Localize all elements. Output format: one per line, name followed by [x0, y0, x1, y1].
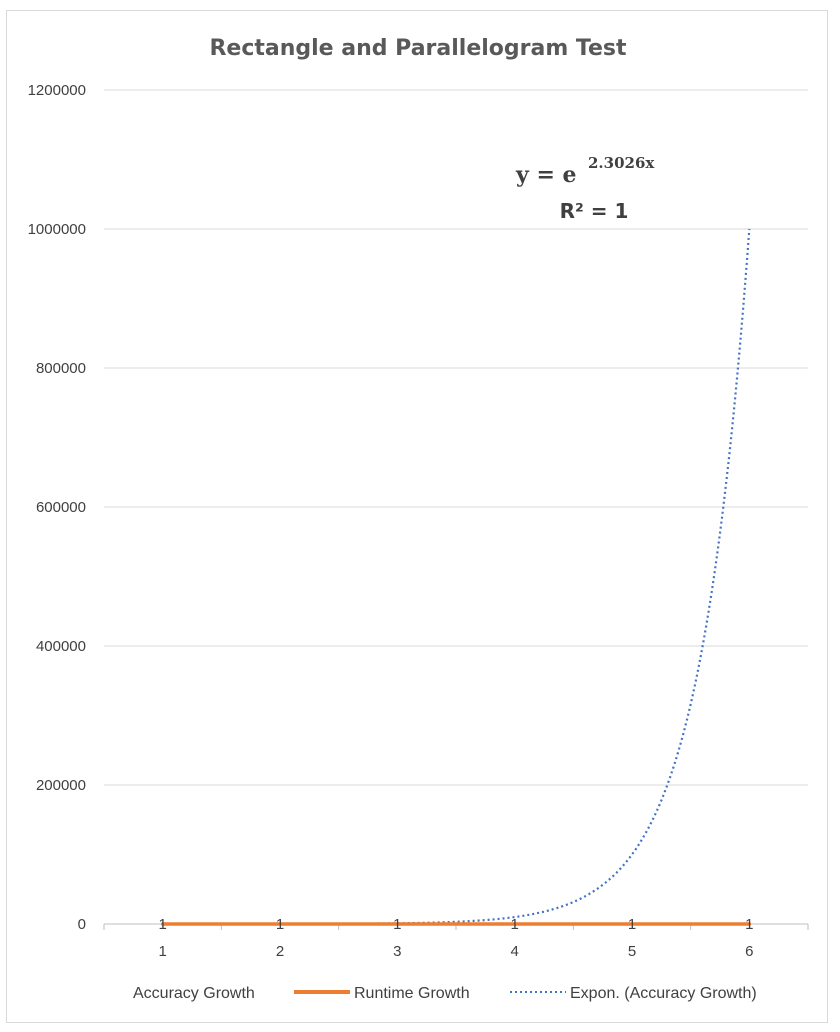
- legend: Accuracy Growth Runtime Growth Expon. (A…: [133, 985, 757, 1002]
- r-squared-label: R² = 1: [560, 199, 629, 223]
- y-tick-0: 0: [78, 916, 86, 933]
- x-tick-2: 2: [276, 943, 284, 960]
- legend-runtime-growth: Runtime Growth: [354, 985, 470, 1002]
- x-tick-6: 6: [745, 943, 753, 960]
- y-tick-1200000: 1200000: [28, 82, 86, 99]
- equation-base: y = e: [515, 162, 577, 188]
- runtime-data-label-1: 1: [158, 916, 166, 933]
- trendline-path: [162, 228, 751, 926]
- y-tick-1000000: 1000000: [28, 221, 86, 238]
- runtime-data-label-2: 1: [276, 916, 284, 933]
- y-axis-ticks: 0 200000 400000 600000 800000 1000000 1200000: [28, 82, 86, 933]
- y-tick-600000: 600000: [36, 499, 86, 516]
- runtime-data-label-4: 1: [510, 916, 518, 933]
- legend-accuracy-growth: Accuracy Growth: [133, 985, 255, 1002]
- y-tick-800000: 800000: [36, 360, 86, 377]
- data-labels: 1 1 1 1 1 1: [158, 916, 753, 933]
- x-axis: 1 2 3 4 5 6: [103, 924, 809, 960]
- trendline-equation: y = e 2.3026x: [515, 154, 655, 188]
- gridlines: [104, 89, 808, 925]
- equation-exponent: 2.3026x: [588, 154, 655, 172]
- legend-expon-accuracy-growth: Expon. (Accuracy Growth): [570, 985, 757, 1002]
- y-tick-400000: 400000: [36, 638, 86, 655]
- runtime-data-label-3: 1: [393, 916, 401, 933]
- runtime-data-label-6: 1: [745, 916, 753, 933]
- x-tick-1: 1: [158, 943, 166, 960]
- runtime-data-label-5: 1: [628, 916, 636, 933]
- chart-title: Rectangle and Parallelogram Test: [209, 36, 627, 61]
- x-tick-3: 3: [393, 943, 401, 960]
- y-tick-200000: 200000: [36, 777, 86, 794]
- x-tick-5: 5: [628, 943, 636, 960]
- trendline: [162, 228, 751, 926]
- chart-frame: [6, 10, 828, 1023]
- x-tick-4: 4: [510, 943, 518, 960]
